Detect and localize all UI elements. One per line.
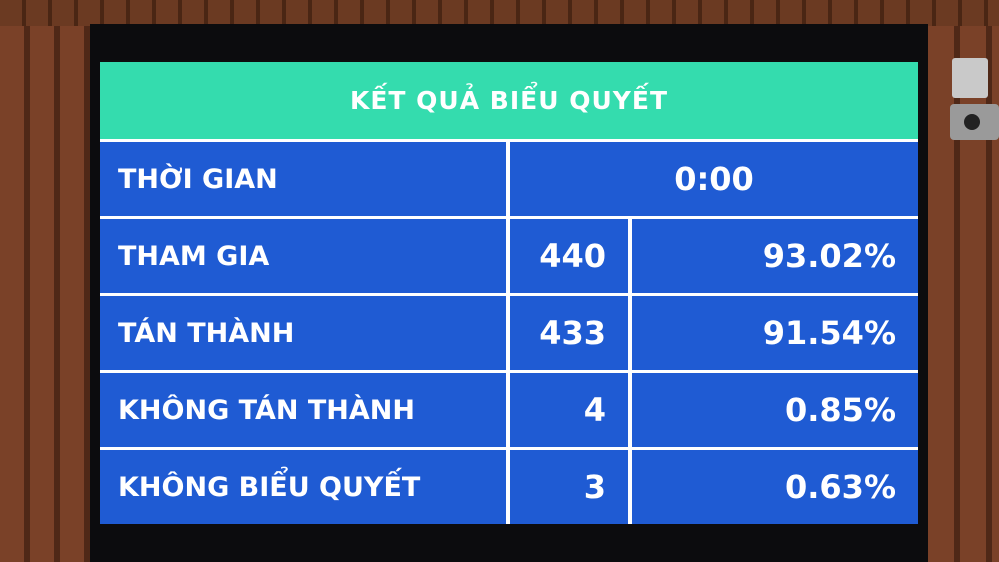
result-row: KHÔNG TÁN THÀNH 4 0.85% [100,373,918,447]
wood-panel-left [0,26,90,562]
camera-mount [952,58,988,98]
row-count: 4 [510,373,628,447]
row-count: 3 [510,450,628,524]
time-label: THỜI GIAN [100,142,506,216]
row-label: KHÔNG TÁN THÀNH [100,373,506,447]
row-label: TÁN THÀNH [100,296,506,370]
time-value: 0:00 [510,142,918,216]
row-percent: 91.54% [632,296,918,370]
row-label: THAM GIA [100,219,506,293]
result-row: KHÔNG BIỂU QUYẾT 3 0.63% [100,450,918,524]
row-count: 433 [510,296,628,370]
results-title: KẾT QUẢ BIỂU QUYẾT [100,62,918,139]
camera-icon [950,104,999,140]
wood-panel-top [0,0,999,26]
voting-results-screen: KẾT QUẢ BIỂU QUYẾT THỜI GIAN 0:00 THAM G… [100,62,918,524]
row-percent: 0.63% [632,450,918,524]
result-row: TÁN THÀNH 433 91.54% [100,296,918,370]
result-row: THAM GIA 440 93.02% [100,219,918,293]
row-count: 440 [510,219,628,293]
row-percent: 0.85% [632,373,918,447]
row-percent: 93.02% [632,219,918,293]
time-row: THỜI GIAN 0:00 [100,142,918,216]
row-label: KHÔNG BIỂU QUYẾT [100,450,506,524]
